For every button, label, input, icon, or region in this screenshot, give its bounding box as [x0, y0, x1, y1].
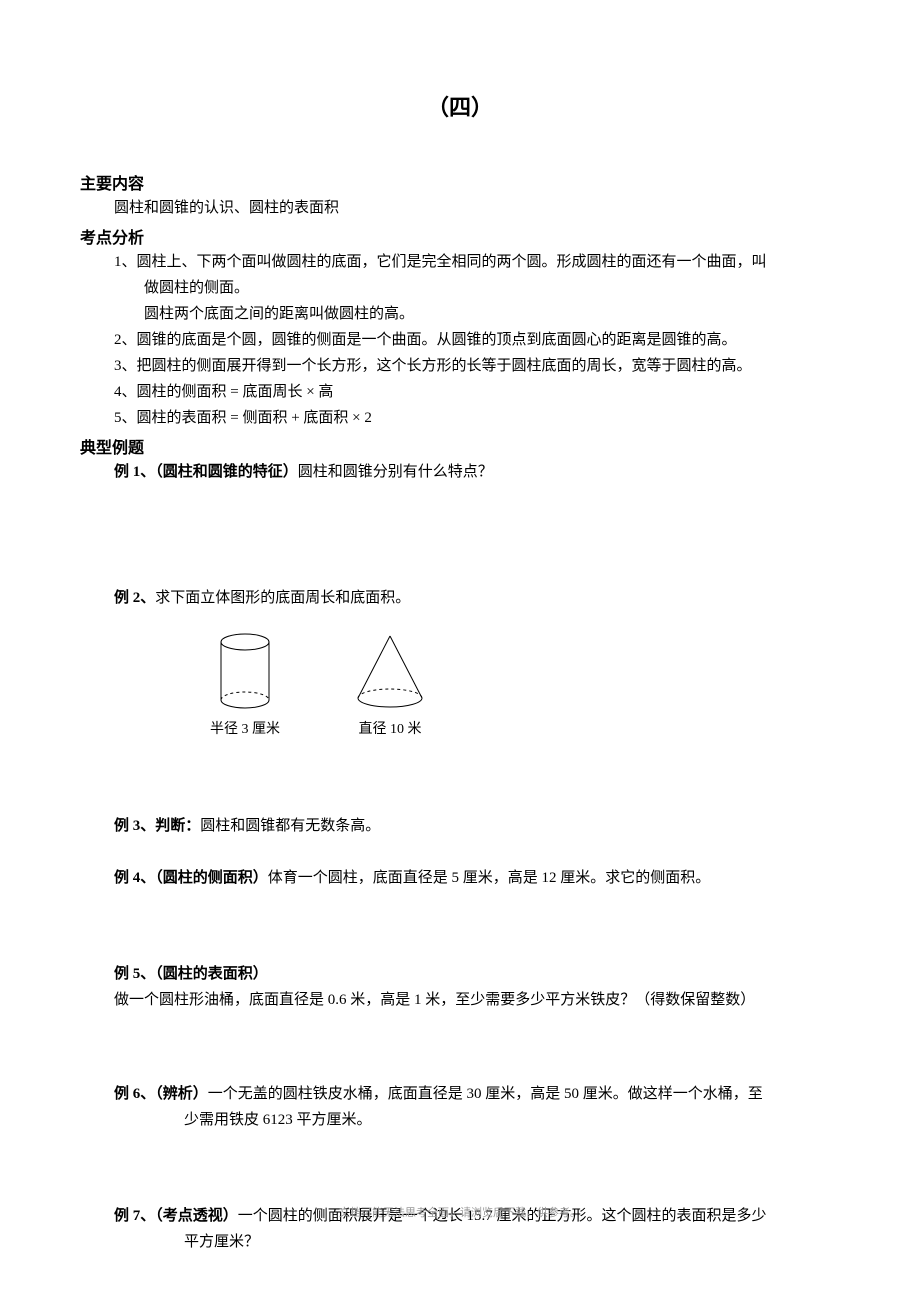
- example-4-text: 体育一个圆柱，底面直径是 5 厘米，高是 12 厘米。求它的侧面积。: [268, 870, 711, 886]
- example-2-text: 求下面立体图形的底面周长和底面积。: [155, 590, 410, 606]
- point-1-line2: 做圆柱的侧面。: [80, 276, 840, 300]
- example-6-line2: 少需用铁皮 6123 平方厘米。: [80, 1108, 840, 1132]
- page-title: （四）: [80, 90, 840, 122]
- main-content-heading: 主要内容: [80, 170, 840, 194]
- example-5-text: 做一个圆柱形油桶，底面直径是 0.6 米，高是 1 米，至少需要多少平方米铁皮？…: [80, 988, 840, 1012]
- example-3-text: 圆柱和圆锥都有无数条高。: [200, 818, 380, 834]
- example-2: 例 2、求下面立体图形的底面周长和底面积。: [80, 586, 840, 610]
- example-3: 例 3、判断：圆柱和圆锥都有无数条高。: [80, 814, 840, 838]
- example-5-label-line: 例 5、（圆柱的表面积）: [80, 962, 840, 986]
- point-2: 2、圆锥的底面是个圆，圆锥的侧面是一个曲面。从圆锥的顶点到底面圆心的距离是圆锥的…: [80, 328, 840, 352]
- examples-heading: 典型例题: [80, 434, 840, 458]
- example-7-line2: 平方厘米？: [80, 1230, 840, 1254]
- point-1-line3: 圆柱两个底面之间的距离叫做圆柱的高。: [80, 302, 840, 326]
- example-3-label: 例 3、判断：: [114, 818, 200, 834]
- point-3: 3、把圆柱的侧面展开得到一个长方形，这个长方形的长等于圆柱底面的周长，宽等于圆柱…: [80, 354, 840, 378]
- points-heading: 考点分析: [80, 224, 840, 248]
- cylinder-icon: [215, 632, 275, 710]
- example-5-label: 例 5、（圆柱的表面积）: [114, 966, 268, 982]
- footer-note: 文档可能无法思考全面，请浏览后下载，供参考。: [0, 1204, 920, 1220]
- main-content-body: 圆柱和圆锥的认识、圆柱的表面积: [80, 196, 840, 220]
- example-1: 例 1、（圆柱和圆锥的特征）圆柱和圆锥分别有什么特点？: [80, 460, 840, 484]
- example-6-text1: 一个无盖的圆柱铁皮水桶，底面直径是 30 厘米，高是 50 厘米。做这样一个水桶…: [208, 1086, 763, 1102]
- example-2-label: 例 2、: [114, 590, 155, 606]
- cone-block: 直径 10 米: [350, 630, 430, 738]
- example-4-label: 例 4、（圆柱的侧面积）: [114, 870, 268, 886]
- example-6-label: 例 6、（辨析）: [114, 1086, 208, 1102]
- cylinder-block: 半径 3 厘米: [210, 630, 280, 738]
- shapes-row: 半径 3 厘米 直径 10 米: [80, 630, 840, 738]
- cylinder-caption: 半径 3 厘米: [210, 718, 280, 738]
- point-5: 5、圆柱的表面积 = 侧面积 + 底面积 × 2: [80, 406, 840, 430]
- example-6-line1: 例 6、（辨析）一个无盖的圆柱铁皮水桶，底面直径是 30 厘米，高是 50 厘米…: [80, 1082, 840, 1106]
- point-4: 4、圆柱的侧面积 = 底面周长 × 高: [80, 380, 840, 404]
- example-1-label: 例 1、（圆柱和圆锥的特征）: [114, 464, 298, 480]
- example-1-text: 圆柱和圆锥分别有什么特点？: [298, 464, 493, 480]
- example-4: 例 4、（圆柱的侧面积）体育一个圆柱，底面直径是 5 厘米，高是 12 厘米。求…: [80, 866, 840, 890]
- point-1-line1: 1、圆柱上、下两个面叫做圆柱的底面，它们是完全相同的两个圆。形成圆柱的面还有一个…: [80, 250, 840, 274]
- cone-icon: [350, 632, 430, 710]
- cone-caption: 直径 10 米: [359, 718, 422, 738]
